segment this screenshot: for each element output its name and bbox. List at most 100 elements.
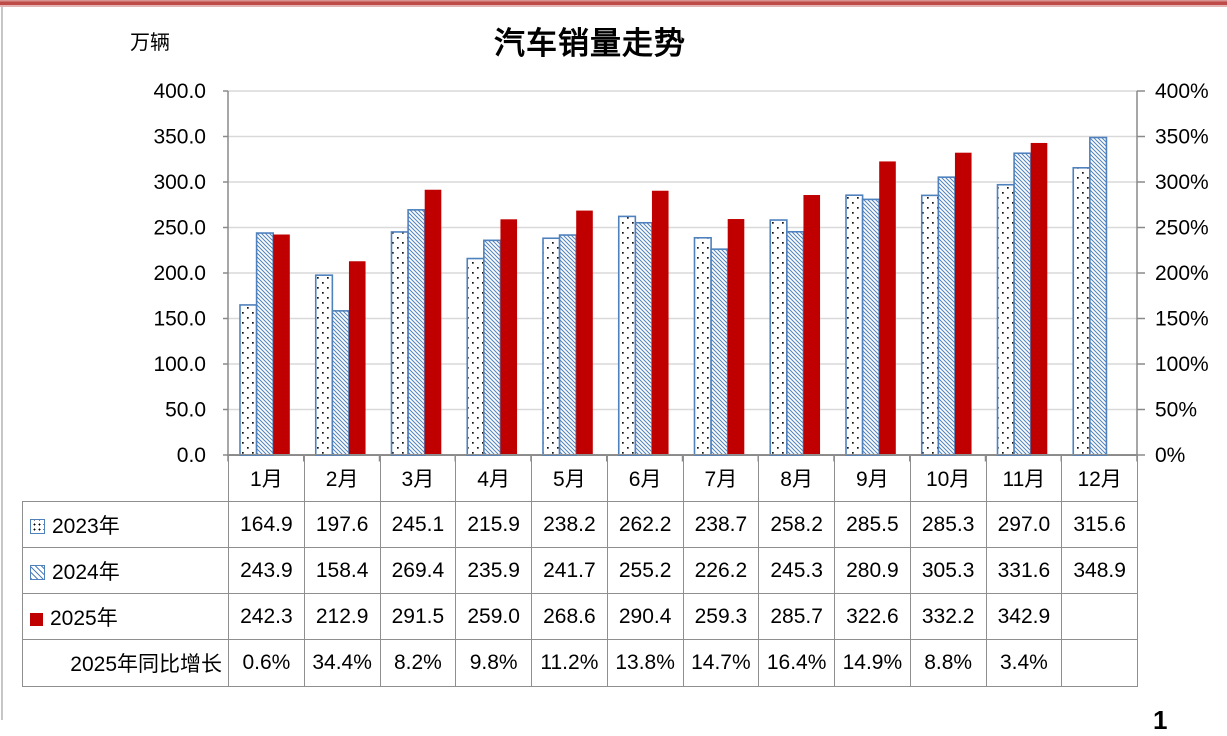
month-header-cell: 8月 <box>758 454 835 502</box>
bar-2023年-3月 <box>390 231 409 456</box>
table-row: 2025年 242.3 212.9 291.5 259.0 268.6 290.4 259.3… <box>22 593 1138 640</box>
value-cell: 158.4 <box>303 547 381 594</box>
value-cell: 290.4 <box>606 593 684 640</box>
bar-2025年-5月 <box>576 210 593 455</box>
right-axis-label: 200% <box>1155 262 1209 285</box>
right-axis-label: 0% <box>1155 444 1185 467</box>
value-cell: 259.3 <box>682 593 760 640</box>
bar-2024年-4月 <box>483 239 502 456</box>
bar-2024年-9月 <box>861 198 880 456</box>
bar-2023年-10月 <box>920 194 940 456</box>
month-header-cell: 3月 <box>379 454 457 502</box>
month-header-cell: 10月 <box>909 454 987 502</box>
right-axis-label: 300% <box>1155 171 1209 194</box>
month-header-cell: 12月 <box>1061 454 1138 502</box>
value-cell: 259.0 <box>455 593 532 640</box>
right-axis-label: 350% <box>1155 126 1209 149</box>
value-cell: 305.3 <box>909 547 987 594</box>
value-cell: 235.9 <box>455 547 532 594</box>
value-cell: 315.6 <box>1061 501 1138 548</box>
month-header-cell: 5月 <box>531 454 608 502</box>
value-cell: 255.2 <box>606 547 684 594</box>
series-label-cell: 2024年 <box>22 547 229 594</box>
right-axis-label: 100% <box>1155 353 1209 376</box>
right-axis-label: 150% <box>1155 308 1209 331</box>
left-axis-label: 350.0 <box>153 126 206 149</box>
left-axis-label: 100.0 <box>153 353 206 376</box>
value-cell: 269.4 <box>379 547 457 594</box>
bar-2023年-12月 <box>1072 167 1091 456</box>
bar-2023年-8月 <box>769 219 788 456</box>
value-cell: 331.6 <box>985 547 1063 594</box>
legend-swatch-dotted <box>30 518 45 534</box>
bar-2024年-2月 <box>331 310 350 456</box>
bar-2024年-7月 <box>710 248 729 456</box>
table-row: 2025年同比增长 0.6% 34.4% 8.2% 9.8% 11.2% 13.8% 14.7… <box>22 639 1138 687</box>
growth-value-cell: 9.8% <box>455 639 532 687</box>
value-cell: 238.2 <box>531 501 608 548</box>
month-header-cell: 7月 <box>682 454 760 502</box>
table-corner-cell <box>23 455 229 502</box>
table-row: 2023年 164.9 197.6 245.1 215.9 238.2 262.2 238.7… <box>22 501 1138 548</box>
value-cell: 241.7 <box>531 547 608 594</box>
bar-2023年-9月 <box>845 194 864 456</box>
growth-value-cell: 8.2% <box>379 639 457 687</box>
bar-2023年-5月 <box>542 237 561 456</box>
bar-2024年-3月 <box>407 209 426 456</box>
series-name: 2023年 <box>52 514 120 538</box>
value-cell: 262.2 <box>606 501 684 548</box>
bar-2024年-5月 <box>558 234 577 456</box>
value-cell: 322.6 <box>834 593 911 640</box>
value-cell: 348.9 <box>1061 547 1138 594</box>
bar-2025年-6月 <box>651 190 669 455</box>
bar-2024年-10月 <box>937 176 956 456</box>
bar-2025年-9月 <box>879 161 896 455</box>
bar-2025年-7月 <box>727 219 745 455</box>
slide-top-border <box>0 0 1227 7</box>
month-header-cell: 4月 <box>455 454 532 502</box>
bar-2025年-8月 <box>803 195 821 455</box>
value-cell: 242.3 <box>228 593 305 640</box>
left-axis-label: 0.0 <box>177 444 206 467</box>
bar-2025年-3月 <box>424 189 442 456</box>
growth-value-cell: 13.8% <box>606 639 684 687</box>
series-name: 2025年 <box>50 606 118 630</box>
bar-2025年-2月 <box>348 261 366 455</box>
value-cell: 280.9 <box>834 547 911 594</box>
slide-left-border <box>1 7 3 720</box>
value-cell: 245.1 <box>379 501 457 548</box>
month-header-cell: 6月 <box>606 454 684 502</box>
value-cell: 268.6 <box>531 593 608 640</box>
page-number: 1 <box>1153 705 1168 735</box>
right-axis-label: 50% <box>1155 399 1197 422</box>
value-cell <box>1061 593 1138 640</box>
value-cell: 297.0 <box>985 501 1063 548</box>
value-cell: 332.2 <box>909 593 987 640</box>
chart-title: 汽车销量走势 <box>494 26 686 61</box>
axis-unit-label: 万辆 <box>130 32 170 54</box>
growth-value-cell: 8.8% <box>909 639 987 687</box>
growth-value-cell <box>1061 639 1138 687</box>
value-cell: 285.7 <box>758 593 835 640</box>
left-axis-label: 400.0 <box>153 80 206 103</box>
bar-2025年-4月 <box>500 219 518 455</box>
bar-2024年-11月 <box>1013 152 1032 456</box>
bar-2023年-7月 <box>693 236 712 456</box>
month-header-cell: 1月 <box>228 454 305 502</box>
month-header-cell: 2月 <box>303 454 381 502</box>
value-cell: 342.9 <box>985 593 1063 640</box>
growth-value-cell: 14.9% <box>834 639 911 687</box>
bar-2023年-2月 <box>314 274 334 456</box>
left-axis-label: 200.0 <box>153 262 206 285</box>
value-cell: 258.2 <box>758 501 835 548</box>
right-axis-label: 250% <box>1155 217 1209 240</box>
bar-2024年-12月 <box>1089 136 1108 456</box>
left-axis-label: 250.0 <box>153 217 206 240</box>
value-cell: 291.5 <box>379 593 457 640</box>
left-axis-label: 150.0 <box>153 308 206 331</box>
bar-2025年-11月 <box>1030 142 1048 455</box>
bar-2025年-10月 <box>954 152 972 455</box>
bar-2024年-6月 <box>634 221 653 456</box>
growth-value-cell: 14.7% <box>682 639 760 687</box>
growth-value-cell: 11.2% <box>531 639 608 687</box>
